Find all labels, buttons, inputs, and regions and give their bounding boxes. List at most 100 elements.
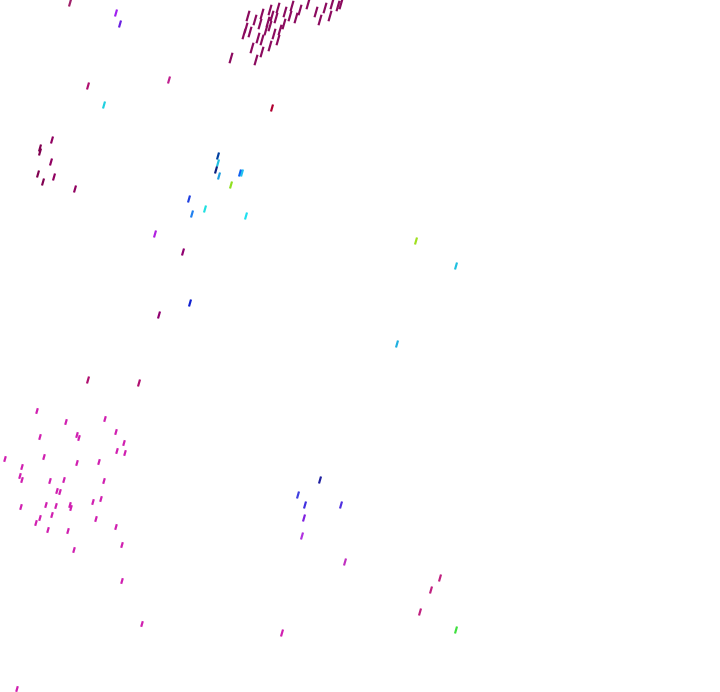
stroke-mark: [48, 158, 54, 166]
stroke-mark: [302, 501, 308, 509]
stroke-mark: [20, 463, 24, 471]
stroke-mark: [279, 629, 285, 637]
stroke-mark: [35, 170, 41, 178]
stroke-mark: [15, 685, 19, 692]
stroke-mark: [301, 514, 307, 522]
stroke-mark: [35, 407, 39, 415]
stroke-mark: [37, 148, 43, 156]
stroke-mark: [136, 379, 142, 387]
stroke-mark: [239, 169, 245, 177]
stroke-mark: [413, 237, 419, 245]
stroke-mark: [62, 476, 66, 484]
stroke-mark: [38, 433, 42, 441]
stroke-mark: [275, 2, 281, 14]
stroke-mark: [271, 28, 277, 40]
stroke-mark: [117, 20, 123, 28]
stroke-mark: [253, 54, 259, 66]
stroke-mark: [72, 546, 76, 554]
stroke-mark: [67, 0, 73, 7]
stroke-mark: [305, 0, 311, 10]
stroke-mark: [338, 501, 344, 509]
stroke-mark: [269, 10, 275, 22]
stroke-mark: [247, 26, 253, 38]
stroke-mark: [42, 453, 46, 461]
stroke-mark: [85, 82, 91, 90]
stroke-mark: [40, 178, 46, 186]
stroke-mark: [189, 210, 195, 218]
stroke-mark: [252, 14, 258, 26]
stroke-mark: [273, 12, 279, 24]
stroke-mark: [66, 527, 70, 535]
stroke-mark: [55, 487, 59, 495]
stroke-mark: [3, 455, 7, 463]
stroke-mark: [75, 431, 79, 439]
stroke-mark: [120, 541, 124, 549]
stroke-mark: [18, 472, 22, 480]
stroke-mark: [297, 4, 303, 16]
stroke-mark: [277, 24, 283, 36]
stroke-mark: [186, 195, 192, 203]
stroke-mark: [281, 18, 287, 30]
stroke-mark: [94, 515, 98, 523]
stroke-mark: [51, 173, 57, 181]
stroke-mark: [75, 459, 79, 467]
stroke-mark: [156, 311, 162, 319]
stroke-mark: [453, 626, 459, 634]
stroke-mark: [317, 476, 323, 484]
stroke-mark: [259, 46, 265, 58]
stroke-mark: [453, 262, 459, 270]
stroke-mark: [259, 34, 265, 46]
stroke-mark: [44, 501, 48, 509]
stroke-mark: [342, 558, 348, 566]
stroke-mark: [437, 574, 443, 582]
stroke-mark: [257, 18, 263, 30]
stroke-mark: [72, 185, 78, 193]
stroke-mark: [228, 52, 234, 64]
stroke-mark: [49, 136, 55, 144]
stroke-mark: [120, 577, 124, 585]
stroke-mark: [228, 181, 234, 189]
stroke-mark: [215, 159, 221, 167]
stroke-mark: [180, 248, 186, 256]
stroke-mark: [313, 6, 319, 18]
stroke-mark: [259, 8, 265, 20]
stroke-mark: [249, 42, 255, 54]
stroke-mark: [64, 418, 68, 426]
stroke-mark: [327, 10, 333, 22]
stroke-mark: [293, 12, 299, 24]
stroke-mark: [166, 76, 172, 84]
stroke-mark: [19, 503, 23, 511]
stroke-mark: [69, 504, 73, 512]
stroke-mark: [99, 495, 103, 503]
stroke-mark: [213, 166, 219, 174]
stroke-mark: [54, 502, 58, 510]
stroke-mark: [97, 458, 101, 466]
stroke-mark: [317, 14, 323, 26]
stroke-mark: [122, 439, 126, 447]
stroke-mark: [267, 4, 273, 16]
stroke-mark: [46, 526, 50, 534]
stroke-mark: [58, 488, 62, 496]
stroke-mark: [295, 491, 301, 499]
stroke-mark: [48, 477, 52, 485]
stroke-mark: [85, 376, 91, 384]
stroke-mark: [216, 172, 222, 180]
stroke-mark: [243, 22, 249, 34]
stroke-mark: [335, 0, 341, 12]
stroke-mark: [114, 428, 118, 436]
stroke-mark: [152, 230, 158, 238]
stroke-mark: [322, 2, 328, 14]
stroke-mark: [269, 104, 275, 112]
stroke-mark: [187, 299, 193, 307]
stroke-mark: [202, 205, 208, 213]
stroke-mark: [267, 40, 273, 52]
stroke-mark: [103, 415, 107, 423]
stroke-mark: [114, 523, 118, 531]
stroke-mark: [140, 620, 144, 628]
stroke-mark: [394, 340, 400, 348]
stroke-mark: [20, 476, 24, 484]
stroke-mark: [275, 34, 281, 46]
